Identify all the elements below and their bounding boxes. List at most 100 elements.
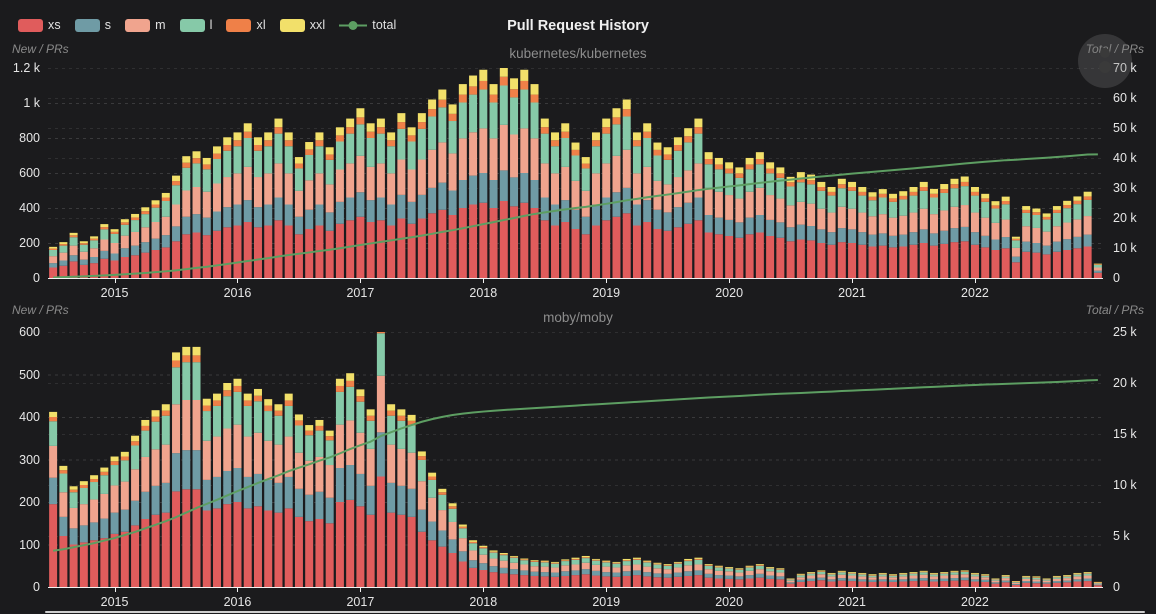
bar-segment-xl[interactable] [172, 360, 181, 368]
bar-segment-l[interactable] [673, 150, 682, 178]
bar-segment-m[interactable] [131, 469, 140, 501]
bar-segment-xxl[interactable] [1073, 572, 1082, 574]
bar-segment-s[interactable] [438, 182, 447, 210]
bar-segment-m[interactable] [438, 510, 447, 531]
bar-segment-xl[interactable] [141, 425, 150, 431]
bar-segment-l[interactable] [479, 89, 488, 129]
bar-segment-m[interactable] [643, 566, 652, 573]
bar-segment-xs[interactable] [202, 235, 211, 278]
bar-segment-m[interactable] [141, 227, 150, 243]
bar-segment-l[interactable] [817, 571, 826, 575]
bar-segment-xxl[interactable] [561, 559, 570, 561]
bar-segment-m[interactable] [120, 235, 129, 249]
bar-segment-xl[interactable] [1063, 575, 1072, 577]
bar-segment-l[interactable] [540, 133, 549, 164]
bar-segment-xxl[interactable] [714, 565, 723, 567]
bar-segment-m[interactable] [489, 138, 498, 180]
bar-segment-xl[interactable] [315, 140, 324, 147]
bar-segment-s[interactable] [837, 578, 846, 581]
bar-segment-m[interactable] [120, 481, 129, 510]
bar-segment-xs[interactable] [294, 516, 303, 587]
bar-segment-l[interactable] [79, 244, 88, 252]
bar-segment-xl[interactable] [458, 94, 467, 103]
bar-segment-xxl[interactable] [571, 142, 580, 150]
bar-segment-l[interactable] [889, 201, 898, 218]
bar-segment-m[interactable] [940, 575, 949, 579]
bar-segment-xs[interactable] [387, 225, 396, 279]
bar-segment-xl[interactable] [1083, 196, 1092, 200]
bar-segment-xs[interactable] [325, 523, 334, 587]
bar-segment-m[interactable] [694, 564, 703, 571]
bar-segment-xxl[interactable] [591, 558, 600, 560]
bar-segment-xl[interactable] [745, 164, 754, 170]
bar-segment-s[interactable] [817, 577, 826, 581]
bar-segment-l[interactable] [796, 575, 805, 578]
bar-segment-xl[interactable] [950, 184, 959, 189]
bar-segment-m[interactable] [69, 507, 78, 529]
bar-segment-l[interactable] [776, 569, 785, 573]
bar-segment-xl[interactable] [1022, 209, 1031, 213]
bar-segment-xl[interactable] [868, 575, 877, 576]
bar-segment-xs[interactable] [458, 561, 467, 588]
bar-segment-l[interactable] [59, 245, 68, 253]
bar-segment-l[interactable] [970, 574, 979, 577]
bar-segment-xl[interactable] [294, 163, 303, 169]
bar-segment-l[interactable] [151, 421, 160, 450]
bar-segment-l[interactable] [684, 142, 693, 171]
bar-segment-m[interactable] [796, 201, 805, 225]
bar-segment-m[interactable] [858, 576, 867, 580]
bar-segment-l[interactable] [172, 185, 181, 205]
bar-segment-s[interactable] [69, 528, 78, 545]
bar-segment-l[interactable] [233, 146, 242, 174]
bar-segment-m[interactable] [1042, 231, 1051, 246]
bar-segment-l[interactable] [366, 420, 375, 449]
bar-segment-s[interactable] [510, 569, 519, 575]
bar-segment-m[interactable] [735, 572, 744, 577]
bar-segment-m[interactable] [776, 572, 785, 577]
bar-segment-xl[interactable] [305, 149, 314, 155]
bar-segment-m[interactable] [510, 134, 519, 178]
bar-segment-xxl[interactable] [428, 472, 437, 477]
bar-segment-m[interactable] [520, 564, 529, 571]
bar-segment-xl[interactable] [991, 205, 1000, 209]
bar-segment-xs[interactable] [991, 583, 1000, 587]
bar-segment-l[interactable] [684, 561, 693, 566]
bar-segment-xxl[interactable] [161, 404, 170, 411]
bar-segment-s[interactable] [366, 200, 375, 223]
bar-segment-xxl[interactable] [622, 558, 631, 561]
bar-segment-xs[interactable] [950, 580, 959, 587]
bar-segment-s[interactable] [325, 212, 334, 231]
bar-segment-l[interactable] [294, 425, 303, 453]
bar-segment-l[interactable] [356, 401, 365, 433]
bar-segment-m[interactable] [202, 191, 211, 218]
bar-segment-l[interactable] [448, 121, 457, 154]
bar-segment-l[interactable] [970, 195, 979, 213]
bar-segment-m[interactable] [448, 521, 457, 540]
bar-segment-xl[interactable] [448, 506, 457, 509]
bar-segment-m[interactable] [612, 567, 621, 573]
bar-segment-m[interactable] [1011, 247, 1020, 257]
bar-segment-m[interactable] [571, 564, 580, 571]
bar-segment-xl[interactable] [868, 196, 877, 201]
bar-segment-xl[interactable] [264, 140, 273, 147]
bar-segment-s[interactable] [356, 192, 365, 217]
bar-segment-xl[interactable] [397, 122, 406, 129]
bar-segment-s[interactable] [100, 518, 109, 539]
bar-segment-m[interactable] [520, 128, 529, 174]
bar-segment-xxl[interactable] [581, 157, 590, 164]
bar-segment-s[interactable] [643, 572, 652, 577]
bar-segment-m[interactable] [694, 163, 703, 198]
bar-segment-xxl[interactable] [755, 152, 764, 159]
bar-segment-xl[interactable] [766, 567, 775, 569]
bar-segment-m[interactable] [1032, 579, 1041, 582]
bar-segment-xl[interactable] [540, 127, 549, 134]
bar-segment-xxl[interactable] [192, 346, 201, 356]
bar-segment-xl[interactable] [950, 571, 959, 573]
bar-segment-xs[interactable] [796, 239, 805, 279]
bar-segment-xs[interactable] [469, 567, 478, 587]
bar-segment-m[interactable] [1073, 576, 1082, 580]
bar-segment-m[interactable] [284, 436, 293, 477]
bar-segment-l[interactable] [591, 560, 600, 565]
bar-segment-xl[interactable] [919, 187, 928, 191]
bar-segment-s[interactable] [151, 485, 160, 515]
